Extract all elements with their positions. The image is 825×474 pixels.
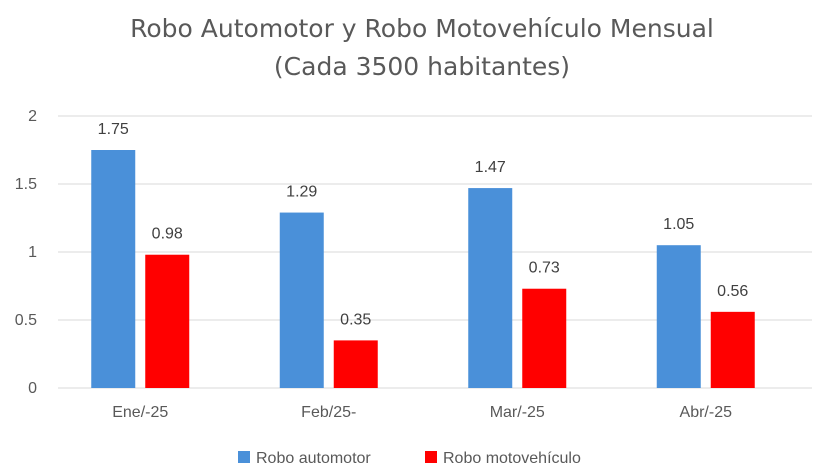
- data-label: 0.98: [152, 226, 183, 243]
- legend-label: Robo automotor: [256, 450, 371, 467]
- x-tick-label: Abr/-25: [680, 404, 733, 421]
- bar: [279, 212, 324, 388]
- legend-swatch: [425, 451, 437, 463]
- bar: [468, 188, 513, 388]
- data-label: 0.73: [529, 260, 560, 277]
- data-label: 1.05: [663, 216, 694, 233]
- y-tick-label: 1: [28, 244, 37, 261]
- bars: [91, 150, 755, 388]
- x-tick-label: Ene/-25: [112, 404, 168, 421]
- data-label: 1.75: [98, 121, 129, 138]
- legend: Robo automotor Robo motovehículo: [238, 450, 581, 467]
- chart-title: Robo Automotor y Robo Motovehículo Mensu…: [130, 14, 714, 43]
- data-labels: 1.75 0.98 1.29 0.35 1.47 0.73 1.05 0.56: [98, 121, 749, 328]
- legend-swatch: [238, 451, 250, 463]
- bar: [145, 254, 190, 388]
- data-label: 0.35: [340, 311, 371, 328]
- bar: [522, 288, 567, 388]
- bar: [333, 340, 378, 388]
- data-label: 0.56: [717, 283, 748, 300]
- y-tick-label: 0: [28, 380, 37, 397]
- x-tick-label: Feb/25-: [301, 404, 356, 421]
- x-tick-label: Mar/-25: [490, 404, 545, 421]
- bar: [710, 311, 755, 388]
- x-axis-categories: Ene/-25 Feb/25- Mar/-25 Abr/-25: [112, 404, 732, 421]
- bar: [91, 150, 136, 388]
- y-tick-label: 2: [28, 108, 37, 125]
- y-axis-ticks: 0 0.5 1 1.5 2: [15, 108, 37, 397]
- data-label: 1.47: [475, 159, 506, 176]
- chart-subtitle: (Cada 3500 habitantes): [274, 52, 570, 81]
- y-tick-label: 1.5: [15, 176, 37, 193]
- y-tick-label: 0.5: [15, 312, 37, 329]
- data-label: 1.29: [286, 184, 317, 201]
- bar: [656, 245, 701, 388]
- legend-label: Robo motovehículo: [443, 450, 581, 467]
